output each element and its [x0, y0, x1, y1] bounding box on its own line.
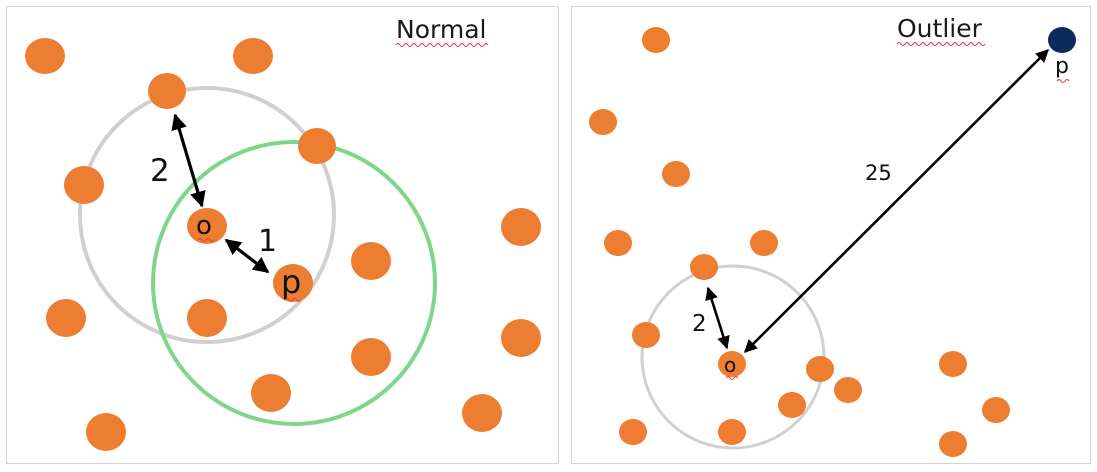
point [86, 413, 126, 451]
point [778, 392, 806, 418]
point-label-p: p [1055, 54, 1069, 79]
point-o [718, 351, 746, 377]
panel-title-normal: Normal [396, 15, 486, 44]
point [187, 299, 227, 337]
point [351, 338, 391, 376]
point [806, 356, 834, 382]
point [604, 230, 632, 256]
point [718, 419, 746, 445]
point-o [187, 208, 227, 244]
normal-points [25, 38, 541, 451]
panel-title-outlier: Outlier [897, 14, 983, 43]
point [690, 254, 718, 280]
point [642, 27, 670, 53]
point [25, 38, 65, 74]
point-p [273, 264, 313, 302]
point [46, 299, 86, 337]
point [501, 319, 541, 357]
spellcheck-squiggle [1056, 78, 1070, 84]
point [233, 38, 273, 74]
distance-label-1: 1 [258, 224, 277, 259]
point [298, 128, 336, 164]
distance-arrow-o-neighbor [171, 113, 206, 208]
spellcheck-squiggle [896, 41, 986, 47]
point [148, 73, 186, 109]
point [939, 431, 967, 457]
point [982, 397, 1010, 423]
point-label-o: o [196, 211, 212, 241]
point [750, 230, 778, 256]
point [64, 166, 104, 204]
point [662, 161, 690, 187]
outlier-point-p [1048, 27, 1076, 53]
distance-arrow-o-p [224, 238, 270, 274]
spellcheck-squiggle [725, 375, 739, 381]
outlier-panel-points [589, 27, 1010, 457]
spellcheck-squiggle [395, 42, 489, 48]
distance-label-2: 2 [150, 153, 170, 189]
point [251, 374, 291, 412]
distance-label-25: 25 [865, 161, 892, 185]
o-neighborhood-circle [78, 86, 336, 344]
point [462, 394, 502, 432]
point-label-p: p [281, 263, 301, 301]
point [351, 242, 391, 280]
distance-label-2: 2 [692, 311, 707, 337]
point [619, 419, 647, 445]
point [632, 322, 660, 348]
p-neighborhood-circle [151, 140, 437, 426]
distance-arrow-o-neighbor [705, 286, 730, 350]
point [834, 377, 862, 403]
spellcheck-squiggle [197, 237, 215, 243]
point-label-o: o [724, 353, 736, 377]
point [939, 351, 967, 377]
point [589, 109, 617, 135]
spellcheck-squiggle [284, 297, 302, 303]
distance-arrow-o-p [744, 49, 1049, 353]
point [501, 208, 541, 246]
